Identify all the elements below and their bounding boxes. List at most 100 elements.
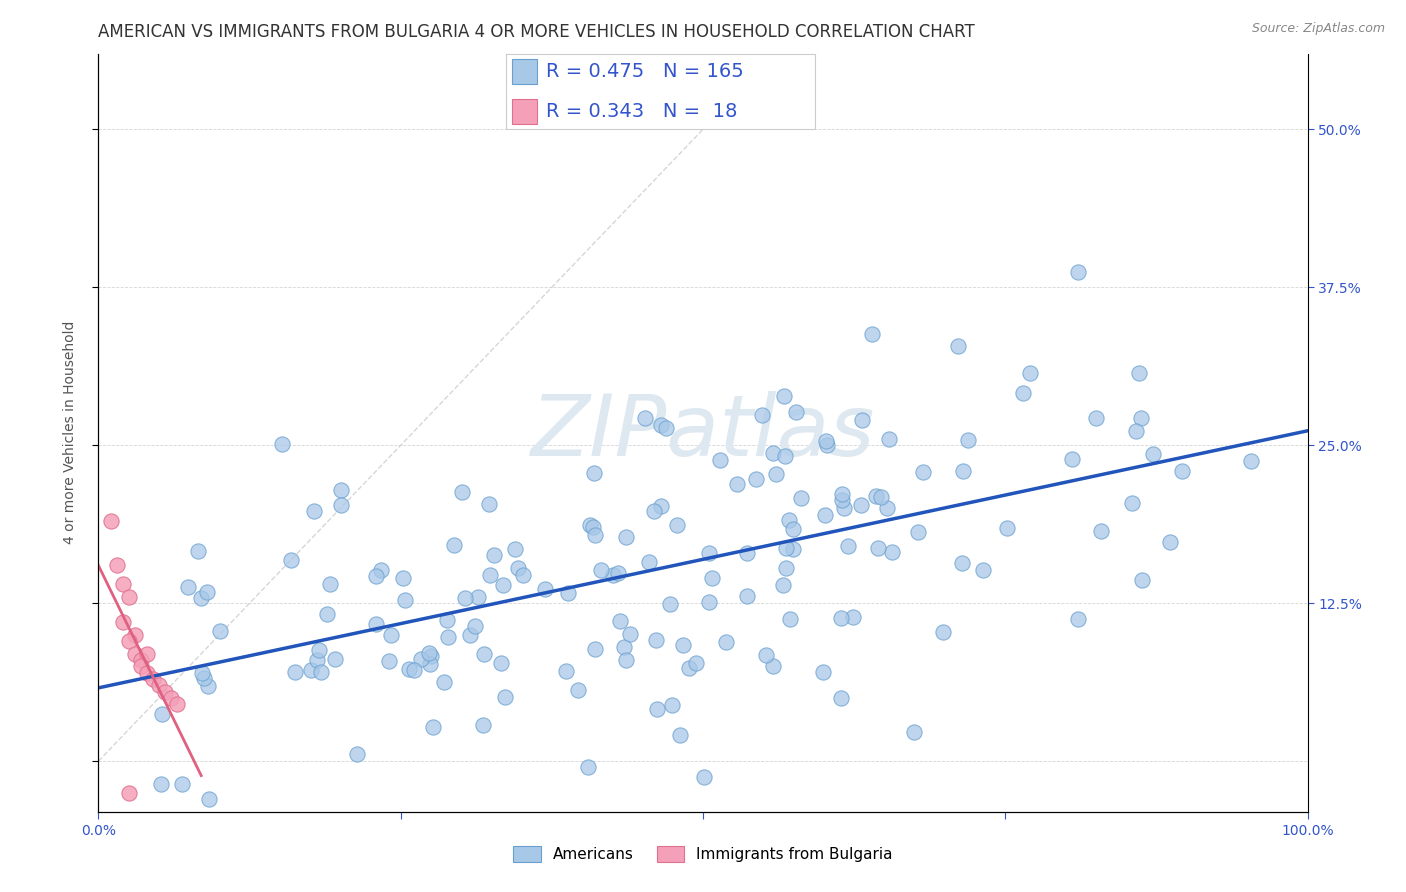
Text: ZIPatlas: ZIPatlas xyxy=(531,391,875,475)
Point xyxy=(494,690,516,705)
Point xyxy=(813,665,835,679)
Point xyxy=(613,640,636,654)
Point xyxy=(187,544,209,558)
Point xyxy=(634,411,657,425)
Point xyxy=(1171,464,1194,478)
Point xyxy=(478,497,501,511)
Point xyxy=(153,684,176,698)
Point xyxy=(111,615,134,630)
Point xyxy=(478,568,501,582)
Point xyxy=(280,552,302,566)
Point xyxy=(765,467,787,481)
Point xyxy=(870,490,893,504)
Point xyxy=(270,437,292,451)
Point xyxy=(778,513,800,527)
Point xyxy=(118,786,141,800)
Point xyxy=(877,433,900,447)
Point xyxy=(135,665,157,680)
Point xyxy=(661,698,683,713)
Point xyxy=(830,611,852,625)
Point xyxy=(614,530,637,544)
Point xyxy=(329,483,352,498)
Text: Source: ZipAtlas.com: Source: ZipAtlas.com xyxy=(1251,22,1385,36)
Point xyxy=(330,499,353,513)
Point xyxy=(745,472,768,486)
Point xyxy=(583,641,606,656)
Point xyxy=(394,593,416,607)
Point xyxy=(503,541,526,556)
Point xyxy=(450,484,472,499)
Point xyxy=(876,500,898,515)
Point xyxy=(346,747,368,761)
Point xyxy=(124,628,146,642)
Point xyxy=(1012,385,1035,400)
Point xyxy=(197,679,219,693)
Point xyxy=(606,566,628,580)
Point xyxy=(860,326,883,341)
Point xyxy=(160,691,183,706)
Point xyxy=(775,541,797,555)
Point xyxy=(124,647,146,661)
Point xyxy=(489,657,512,671)
Point xyxy=(1128,366,1150,380)
Text: AMERICAN VS IMMIGRANTS FROM BULGARIA 4 OR MORE VEHICLES IN HOUSEHOLD CORRELATION: AMERICAN VS IMMIGRANTS FROM BULGARIA 4 O… xyxy=(98,23,976,41)
Point xyxy=(762,659,785,673)
Point xyxy=(149,777,172,791)
Point xyxy=(907,524,929,539)
Point xyxy=(433,675,456,690)
Point xyxy=(647,702,669,716)
Point xyxy=(716,635,738,649)
Point xyxy=(815,434,838,448)
Point xyxy=(849,499,872,513)
Point xyxy=(377,654,399,668)
Point xyxy=(762,446,785,460)
Point xyxy=(472,718,495,732)
Y-axis label: 4 or more Vehicles in Household: 4 or more Vehicles in Household xyxy=(63,321,77,544)
Point xyxy=(209,624,232,639)
Point xyxy=(284,665,307,680)
Point xyxy=(609,614,631,628)
Point xyxy=(582,520,605,534)
Point xyxy=(172,777,194,791)
Point xyxy=(299,664,322,678)
Point xyxy=(534,582,557,597)
Point xyxy=(638,555,661,569)
Point xyxy=(751,408,773,422)
Point xyxy=(755,648,778,662)
Point xyxy=(458,628,481,642)
Point xyxy=(129,659,152,673)
Point xyxy=(105,558,128,573)
Point xyxy=(685,657,707,671)
Point xyxy=(190,665,212,680)
Bar xyxy=(512,99,537,124)
Point xyxy=(735,546,758,560)
Point xyxy=(557,586,579,600)
Point xyxy=(880,545,903,559)
Point xyxy=(644,633,666,648)
Point xyxy=(302,504,325,518)
Point xyxy=(602,568,624,582)
Point xyxy=(948,339,970,353)
Point xyxy=(773,449,796,463)
Point xyxy=(364,616,387,631)
Point xyxy=(832,501,855,516)
Point xyxy=(111,577,134,591)
Point xyxy=(583,467,606,481)
Point xyxy=(464,619,486,633)
Point xyxy=(589,563,612,577)
Point xyxy=(619,627,641,641)
Point xyxy=(1085,411,1108,425)
Point xyxy=(100,514,122,528)
Point xyxy=(692,770,714,784)
Point xyxy=(193,672,215,686)
Point xyxy=(643,504,665,518)
Point xyxy=(932,624,955,639)
Point xyxy=(972,563,994,577)
Point xyxy=(865,489,887,503)
Point xyxy=(309,665,332,680)
Point xyxy=(697,595,720,609)
Point xyxy=(1018,366,1040,380)
Point xyxy=(579,518,602,533)
Point xyxy=(709,453,731,467)
Point xyxy=(831,486,853,500)
